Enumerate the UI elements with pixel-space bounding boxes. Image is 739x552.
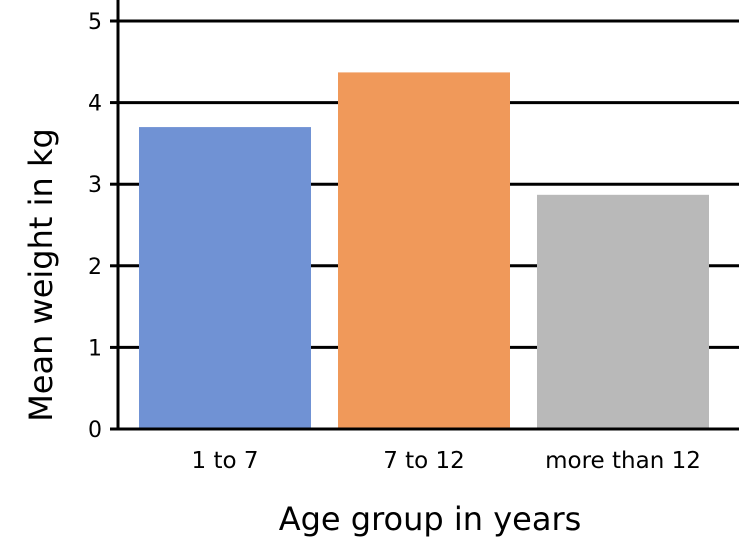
- bar-1: [139, 127, 311, 429]
- x-category-label: more than 12: [545, 448, 701, 474]
- x-axis-title: Age group in years: [279, 500, 582, 538]
- y-tick-label: 5: [88, 10, 102, 35]
- bars: [139, 72, 709, 430]
- x-category-label: 1 to 7: [192, 448, 259, 474]
- bar-3: [537, 194, 709, 429]
- y-tick-label: 2: [88, 255, 102, 280]
- y-axis-ticks: 0 1 2 3 4 5: [88, 10, 118, 443]
- y-tick-label: 1: [88, 336, 102, 361]
- bar-2: [338, 72, 510, 430]
- y-axis-title: Mean weight in kg: [22, 128, 60, 422]
- x-category-label: 7 to 12: [383, 448, 465, 474]
- y-tick-label: 0: [88, 418, 102, 443]
- y-tick-label: 3: [88, 173, 102, 198]
- x-axis-category-labels: 1 to 7 7 to 12 more than 12: [192, 448, 701, 474]
- y-tick-label: 4: [88, 92, 102, 117]
